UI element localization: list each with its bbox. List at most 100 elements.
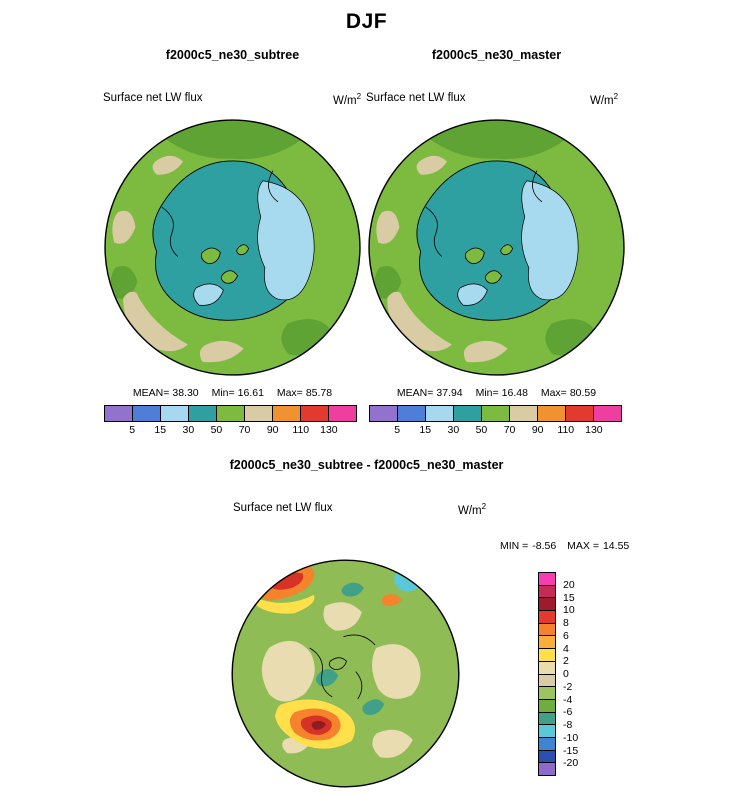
colorbar-segment (216, 405, 245, 422)
units-exponent: 2 (356, 92, 362, 101)
variable-label-subtree: Surface net LW flux (103, 92, 203, 104)
colorbar-segment (538, 635, 556, 650)
colorbar-tick-label: -4 (563, 693, 573, 706)
stat-max: Max= 80.59 (540, 387, 597, 399)
colorbar-tick-label: 10 (563, 604, 575, 617)
stats-line-master: MEAN= 37.94 Min= 16.48 Max= 80.59 (365, 387, 628, 399)
colorbar-segment (565, 405, 594, 422)
colorbar-segment (538, 610, 556, 624)
polar-map-subtree (101, 116, 364, 379)
colorbar-tick-label: 8 (563, 617, 569, 629)
colorbar-segment (369, 405, 398, 422)
colorbar-segment (538, 622, 556, 637)
panel-diff-title: f2000c5_ne30_subtree - f2000c5_ne30_mast… (229, 458, 504, 472)
colorbar-tick-label: 5 (394, 424, 401, 436)
colorbar-tick-label: 15 (563, 591, 575, 604)
colorbar-master (369, 405, 622, 422)
colorbar-subtree (104, 405, 357, 422)
colorbar-tick-label: -2 (563, 680, 573, 693)
page-title: DJF (345, 10, 388, 33)
polar-map-difference (223, 551, 468, 796)
colorbar-tick-label: 30 (182, 424, 195, 436)
colorbar-tick-label: -6 (563, 706, 573, 719)
stat-mean: MEAN= 37.94 (396, 387, 463, 399)
colorbar-tick-label: 130 (585, 424, 603, 436)
colorbar-tick-label: 0 (563, 668, 569, 680)
colorbar-segment (538, 660, 556, 675)
colorbar-tick-label: 2 (563, 655, 569, 668)
colorbar-tick-label: 50 (475, 424, 488, 436)
colorbar-segment (509, 405, 538, 422)
units-base: W/m (333, 94, 357, 107)
colorbar-tick-label: 50 (210, 424, 223, 436)
polar-map-master (365, 116, 628, 379)
diff-min: MIN = -8.56 (500, 540, 557, 552)
colorbar-segment (104, 405, 133, 422)
panel-master-title: f2000c5_ne30_master (431, 48, 562, 62)
units-label-diff: W/m2 (458, 502, 486, 517)
colorbar-segment (538, 736, 556, 751)
variable-label-master: Surface net LW flux (366, 92, 466, 104)
colorbar-tick-label: 20 (563, 578, 575, 591)
colorbar-tick-label: 90 (531, 424, 544, 436)
colorbar-segment (538, 724, 556, 738)
stat-max: Max= 85.78 (276, 387, 333, 399)
panel-subtree-title: f2000c5_ne30_subtree (165, 48, 300, 62)
colorbar-segment (453, 405, 482, 422)
colorbar-segment (538, 648, 556, 662)
colorbar-segment (538, 673, 556, 688)
colorbar-ticks-diff: 20 15 10 8 6 4 2 0 -2 -4 -6 -8 -10 -15 -20 (561, 572, 593, 776)
colorbar-tick-label: 110 (292, 424, 310, 436)
colorbar-segment (188, 405, 217, 422)
variable-label-diff: Surface net LW flux (233, 502, 333, 514)
colorbar-tick-label: 6 (563, 629, 569, 642)
stat-mean: MEAN= 38.30 (132, 387, 199, 399)
colorbar-segment (538, 572, 556, 586)
colorbar-tick-label: 5 (129, 424, 136, 436)
colorbar-tick-label: 4 (563, 642, 569, 655)
colorbar-segment (538, 597, 556, 612)
colorbar-ticks-master: 5 15 30 50 70 90 110 130 (369, 424, 622, 438)
colorbar-segment (160, 405, 189, 422)
units-exponent: 2 (613, 92, 619, 101)
colorbar-segment (538, 686, 556, 700)
colorbar-tick-label: 70 (503, 424, 516, 436)
colorbar-tick-label: 30 (447, 424, 460, 436)
units-exponent: 2 (481, 502, 487, 511)
colorbar-segment (593, 405, 622, 422)
colorbar-segment (272, 405, 301, 422)
colorbar-segment (537, 405, 566, 422)
colorbar-segment (481, 405, 510, 422)
units-label-subtree: W/m2 (333, 92, 361, 107)
colorbar-tick-label: -8 (563, 719, 573, 731)
colorbar-tick-label: 70 (238, 424, 251, 436)
diff-max: MAX = 14.55 (567, 540, 630, 552)
colorbar-tick-label: -10 (563, 731, 579, 744)
colorbar-segment (244, 405, 273, 422)
units-base: W/m (458, 504, 482, 517)
colorbar-tick-label: 90 (266, 424, 279, 436)
colorbar-ticks-subtree: 5 15 30 50 70 90 110 130 (104, 424, 357, 438)
stats-line-subtree: MEAN= 38.30 Min= 16.61 Max= 85.78 (101, 387, 364, 399)
colorbar-segment (132, 405, 161, 422)
colorbar-segment (538, 584, 556, 599)
colorbar-segment (300, 405, 329, 422)
colorbar-tick-label: 130 (320, 424, 338, 436)
colorbar-tick-label: -15 (563, 744, 579, 757)
units-base: W/m (590, 94, 614, 107)
colorbar-segment (328, 405, 357, 422)
stat-min: Min= 16.48 (475, 387, 528, 399)
colorbar-tick-label: -20 (563, 757, 579, 770)
diff-minmax-line: MIN = -8.56 MAX = 14.55 (500, 540, 637, 552)
units-label-master: W/m2 (590, 92, 618, 107)
colorbar-diff (538, 572, 556, 776)
colorbar-segment (425, 405, 454, 422)
stat-min: Min= 16.61 (211, 387, 264, 399)
colorbar-segment (538, 762, 556, 776)
colorbar-segment (538, 698, 556, 713)
colorbar-segment (397, 405, 426, 422)
colorbar-tick-label: 110 (557, 424, 575, 436)
colorbar-tick-label: 15 (419, 424, 432, 436)
colorbar-segment (538, 711, 556, 726)
colorbar-segment (538, 749, 556, 764)
